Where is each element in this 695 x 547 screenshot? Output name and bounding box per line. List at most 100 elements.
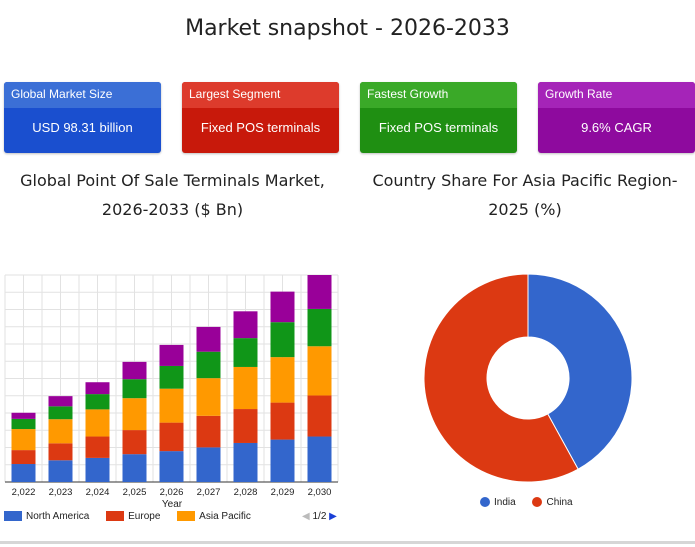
donut-slice: [423, 273, 579, 483]
bar-segment: [48, 396, 73, 407]
bar-segment: [11, 450, 36, 465]
bar-segment: [85, 457, 110, 482]
x-tick-label: 2,027: [197, 487, 221, 498]
bar-segment: [270, 439, 295, 482]
legend-pager: ◀ 1/2 ▶: [302, 511, 337, 522]
x-axis-label: Year: [162, 499, 183, 508]
donut-chart-legend: India China: [480, 497, 587, 508]
pager-next-icon[interactable]: ▶: [329, 511, 337, 522]
legend-item-asia-pacific[interactable]: Asia Pacific: [177, 511, 251, 522]
bar-segment: [307, 436, 332, 482]
legend-label: China: [546, 497, 573, 508]
bar-segment: [159, 344, 184, 366]
card-largest-segment-label: Largest Segment: [182, 82, 339, 108]
x-tick-label: 2,024: [86, 487, 110, 498]
card-largest-segment: Largest Segment Fixed POS terminals: [182, 82, 339, 153]
card-growth-rate-value: 9.6% CAGR: [581, 120, 652, 135]
legend-swatch: [4, 511, 22, 522]
card-market-size-label: Global Market Size: [4, 82, 161, 108]
bar-segment: [159, 365, 184, 389]
donut-chart: [423, 273, 633, 483]
x-tick-label: 2,022: [12, 487, 36, 498]
legend-item-india[interactable]: India: [480, 497, 516, 508]
bar-segment: [233, 442, 258, 482]
stacked-bar-chart: 2,022 2,023 2,024 2,025 2,026 2,027 2,028 2,029…: [4, 274, 339, 508]
bar-segment: [270, 322, 295, 358]
bar-segment: [122, 430, 147, 455]
bar-chart-title: Global Point Of Sale Terminals Market, 2…: [0, 166, 345, 224]
bar-segment: [159, 451, 184, 482]
bar-segment: [307, 346, 332, 396]
legend-label: Asia Pacific: [199, 511, 251, 522]
donut-chart-title-line2: 2025 (%): [488, 200, 562, 219]
legend-dot: [532, 497, 543, 508]
card-fastest-growth-value: Fixed POS terminals: [378, 120, 499, 135]
legend-item-china[interactable]: China: [532, 497, 573, 508]
card-growth-rate: Growth Rate 9.6% CAGR: [538, 82, 695, 153]
legend-swatch: [106, 511, 125, 522]
bar-segment: [307, 395, 332, 437]
bar-segment: [85, 382, 110, 395]
x-tick-label: 2,030: [308, 487, 332, 498]
bar-segment: [122, 361, 147, 380]
bar-segment: [159, 422, 184, 452]
bar-segment: [196, 415, 221, 448]
pager-text: 1/2: [312, 511, 327, 522]
page-title: Market snapshot - 2026-2033: [185, 16, 510, 41]
bar-segment: [48, 460, 73, 482]
bar-segment: [11, 418, 36, 430]
x-tick-label: 2,023: [49, 487, 73, 498]
bar-segment: [270, 357, 295, 403]
bar-segment: [122, 454, 147, 482]
bar-segment: [307, 308, 332, 347]
donut-chart-title: Country Share For Asia Pacific Region- 2…: [355, 166, 695, 224]
bar-segment: [196, 326, 221, 352]
bar-segment: [122, 398, 147, 431]
card-market-size: Global Market Size USD 98.31 billion: [4, 82, 161, 153]
bar-segment: [11, 412, 36, 419]
card-fastest-growth-label: Fastest Growth: [360, 82, 517, 108]
legend-swatch: [177, 511, 196, 522]
legend-label: North America: [26, 511, 90, 522]
card-largest-segment-value: Fixed POS terminals: [200, 120, 321, 135]
legend-label: India: [494, 497, 516, 508]
x-tick-label: 2,025: [123, 487, 147, 498]
bar-segment: [233, 338, 258, 367]
bar-segment: [48, 443, 73, 461]
bar-segment: [48, 406, 73, 420]
pager-prev-icon[interactable]: ◀: [302, 511, 310, 522]
bar-segment: [270, 291, 295, 323]
card-fastest-growth: Fastest Growth Fixed POS terminals: [360, 82, 517, 153]
legend-item-europe[interactable]: Europe: [106, 511, 160, 522]
bar-segment: [233, 366, 258, 410]
bar-segment: [159, 388, 184, 423]
bar-segment: [307, 275, 332, 309]
donut-slice: [527, 273, 633, 470]
legend-dot: [480, 497, 490, 508]
bar-segment: [233, 409, 258, 443]
donut-chart-title-line1: Country Share For Asia Pacific Region-: [372, 171, 678, 190]
x-tick-label: 2,028: [234, 487, 258, 498]
card-growth-rate-label: Growth Rate: [538, 82, 695, 108]
card-market-size-value: USD 98.31 billion: [32, 120, 133, 135]
bar-segment: [85, 409, 110, 437]
bar-segment: [196, 378, 221, 416]
bar-segment: [233, 311, 258, 339]
bar-chart-title-line1: Global Point Of Sale Terminals Market,: [20, 171, 325, 190]
bar-segment: [48, 419, 73, 444]
bar-segment: [11, 464, 36, 482]
legend-label: Europe: [128, 511, 161, 522]
bar-segment: [85, 394, 110, 410]
x-tick-label: 2,029: [271, 487, 295, 498]
bar-segment: [122, 379, 147, 399]
legend-item-north-america[interactable]: North America: [4, 511, 89, 522]
bottom-divider: [0, 541, 695, 544]
bar-chart-legend: North America Europe Asia Pacific: [4, 511, 265, 522]
bar-chart-title-line2: 2026-2033 ($ Bn): [101, 200, 244, 219]
x-tick-label: 2,026: [160, 487, 184, 498]
bar-segment: [85, 436, 110, 458]
bar-segment: [270, 402, 295, 440]
bar-segment: [11, 429, 36, 451]
bar-segment: [196, 351, 221, 379]
bar-segment: [196, 447, 221, 482]
